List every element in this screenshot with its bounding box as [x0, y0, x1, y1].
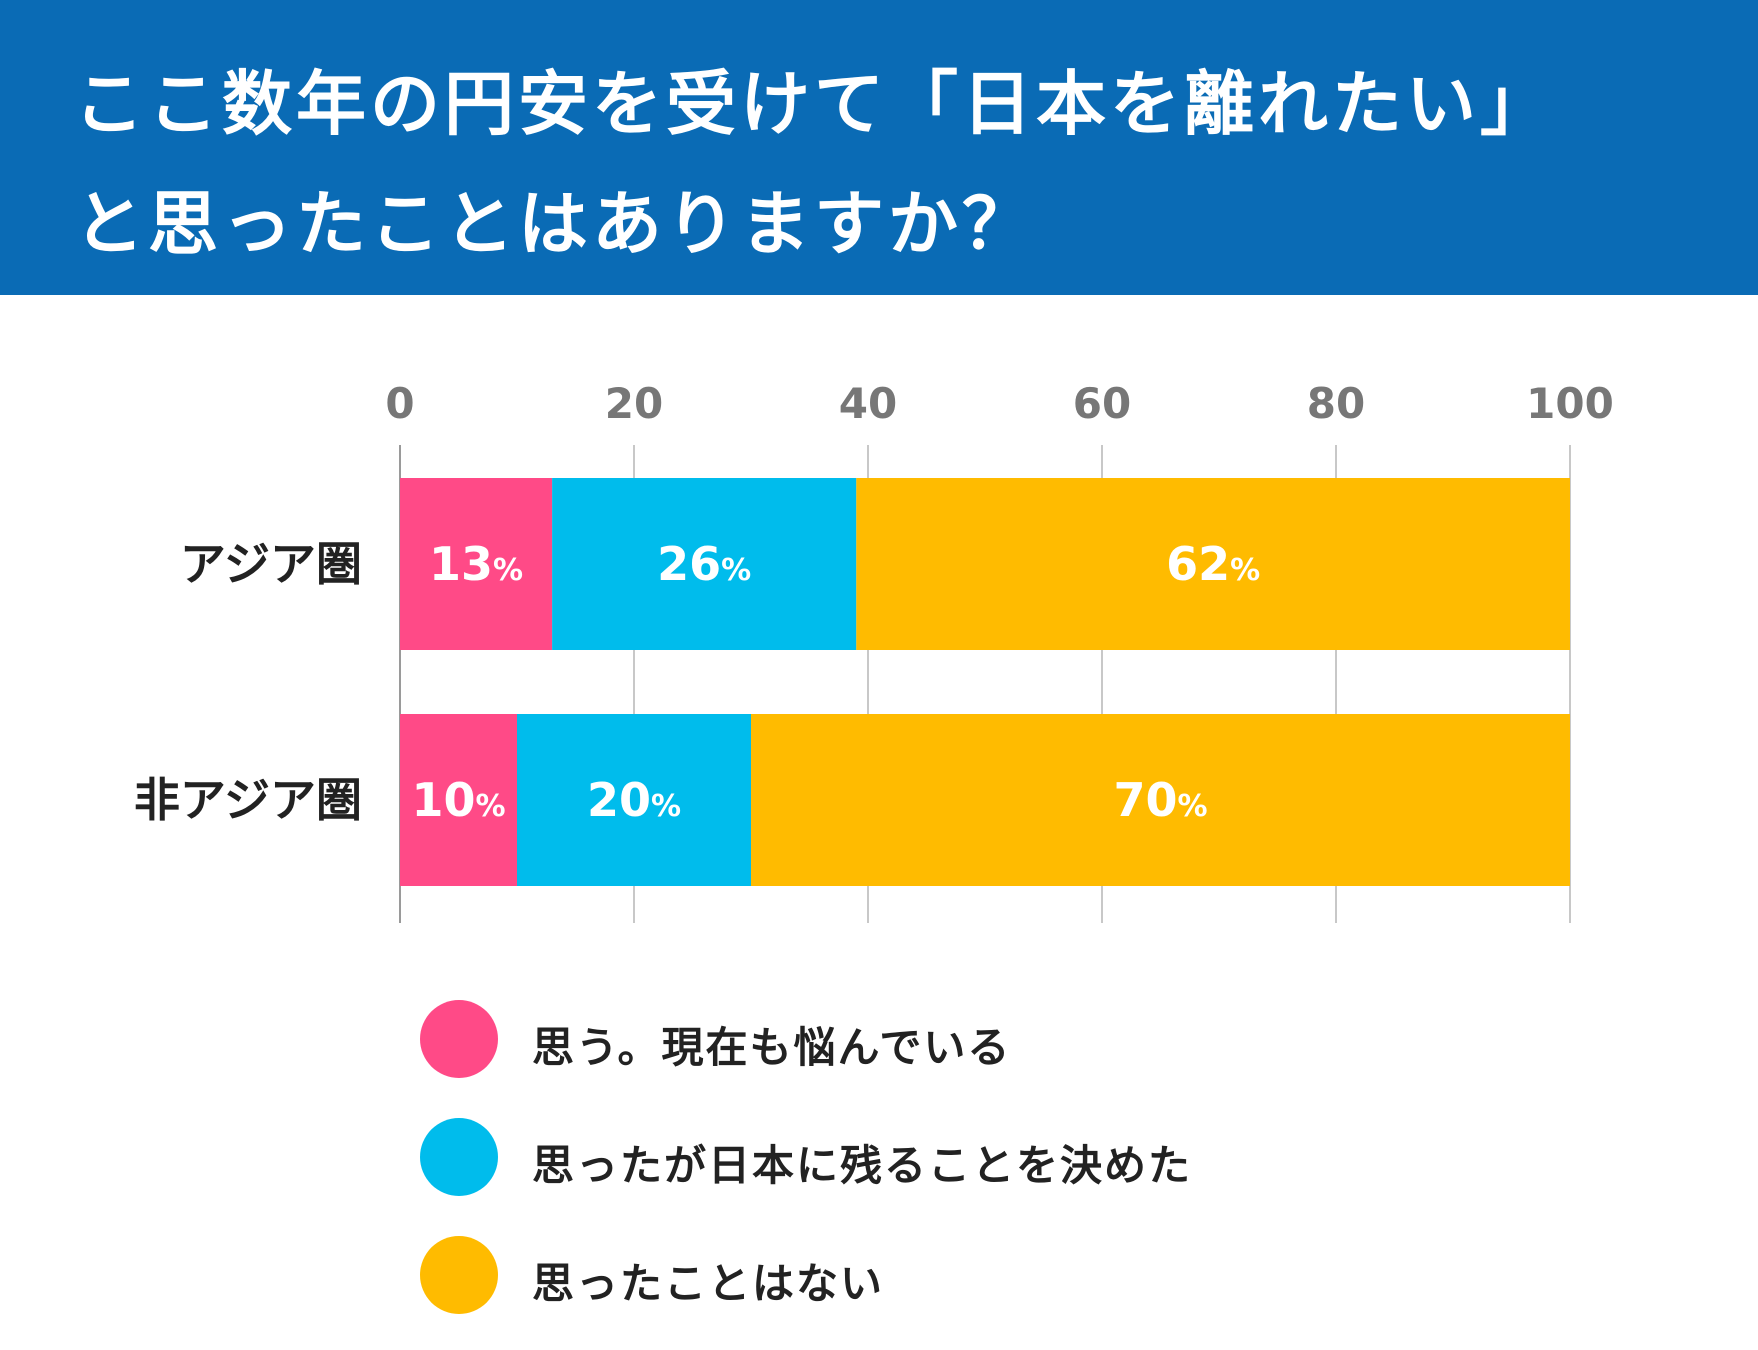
bar-segment [751, 714, 1570, 886]
legend-swatch-cyan [420, 1118, 498, 1196]
legend-label: 思ったが日本に残ることを決めた [532, 1141, 1193, 1190]
x-tick-label: 40 [839, 379, 897, 428]
chart-title-line-2: と思ったことはありますか？ [74, 183, 1036, 265]
data-label: 13% [429, 537, 523, 591]
x-tick-label: 60 [1073, 379, 1131, 428]
legend-swatch-pink [420, 1000, 498, 1078]
legend-label: 思う。現在も悩んでいる [532, 1023, 1012, 1072]
data-label: 70% [1113, 773, 1207, 827]
title-banner: ここ数年の円安を受けて「日本を離れたい」 と思ったことはありますか？ [0, 0, 1758, 295]
legend-item-stayed: 思ったが日本に残ることを決めた [420, 1118, 1320, 1198]
bar-segment [552, 478, 857, 650]
stacked-bar-chart: 0 20 40 60 80 100 アジア圏 13% 26% 62% 非アジア圏 10% 20% 70% [134, 379, 1614, 923]
data-label: 20% [587, 773, 681, 827]
bar-segment [856, 478, 1570, 650]
category-label: アジア圏 [180, 537, 362, 591]
legend-swatch-yellow [420, 1236, 498, 1314]
bar-segment [400, 714, 517, 886]
chart-title-line-1: ここ数年の円安を受けて「日本を離れたい」 [74, 63, 1554, 145]
legend-item-never: 思ったことはない [420, 1236, 1320, 1316]
category-label: 非アジア圏 [134, 773, 362, 827]
x-tick-label: 0 [385, 379, 414, 428]
data-label: 26% [657, 537, 751, 591]
x-tick-label: 100 [1526, 379, 1614, 428]
data-label: 62% [1166, 537, 1260, 591]
legend-item-worried: 思う。現在も悩んでいる [420, 1000, 1320, 1080]
bar-segment [517, 714, 751, 886]
data-label: 10% [411, 773, 505, 827]
bar-segment [400, 478, 553, 650]
x-tick-label: 80 [1307, 379, 1365, 428]
x-tick-label: 20 [605, 379, 663, 428]
legend-label: 思ったことはない [532, 1259, 885, 1308]
